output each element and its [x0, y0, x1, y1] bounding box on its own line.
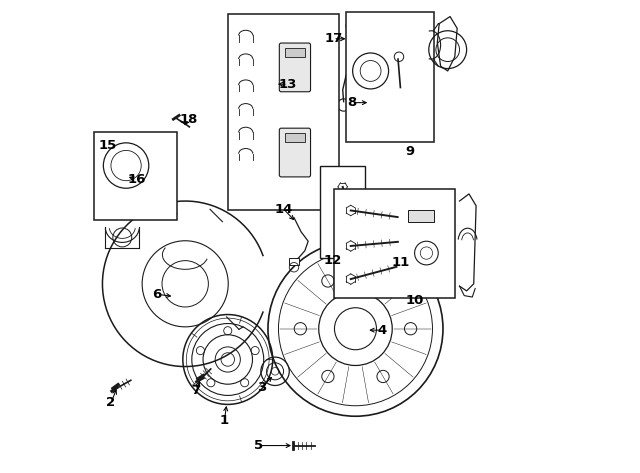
Text: 11: 11: [391, 256, 410, 269]
Text: 6: 6: [152, 288, 161, 301]
Text: 5: 5: [254, 439, 263, 452]
Bar: [334, 189, 455, 298]
Text: 7: 7: [191, 384, 200, 397]
FancyBboxPatch shape: [279, 128, 310, 177]
Bar: [289, 258, 299, 265]
Text: 12: 12: [323, 254, 341, 267]
Bar: [408, 210, 433, 222]
Text: 9: 9: [405, 145, 415, 158]
Bar: [285, 133, 305, 142]
Text: 14: 14: [275, 202, 292, 216]
Text: 15: 15: [99, 139, 117, 152]
Bar: [94, 132, 177, 220]
FancyBboxPatch shape: [279, 43, 310, 92]
Text: 3: 3: [257, 381, 266, 394]
Bar: [285, 48, 305, 57]
Text: 17: 17: [324, 32, 342, 45]
Text: 8: 8: [348, 96, 356, 109]
Text: 1: 1: [220, 413, 229, 427]
Text: 4: 4: [378, 324, 387, 337]
Bar: [320, 166, 365, 258]
Text: 10: 10: [405, 294, 424, 307]
Text: 16: 16: [127, 173, 146, 186]
Text: 13: 13: [278, 78, 297, 91]
Text: 18: 18: [179, 113, 198, 126]
Text: 2: 2: [106, 396, 115, 410]
Bar: [228, 14, 339, 210]
Bar: [346, 12, 433, 142]
